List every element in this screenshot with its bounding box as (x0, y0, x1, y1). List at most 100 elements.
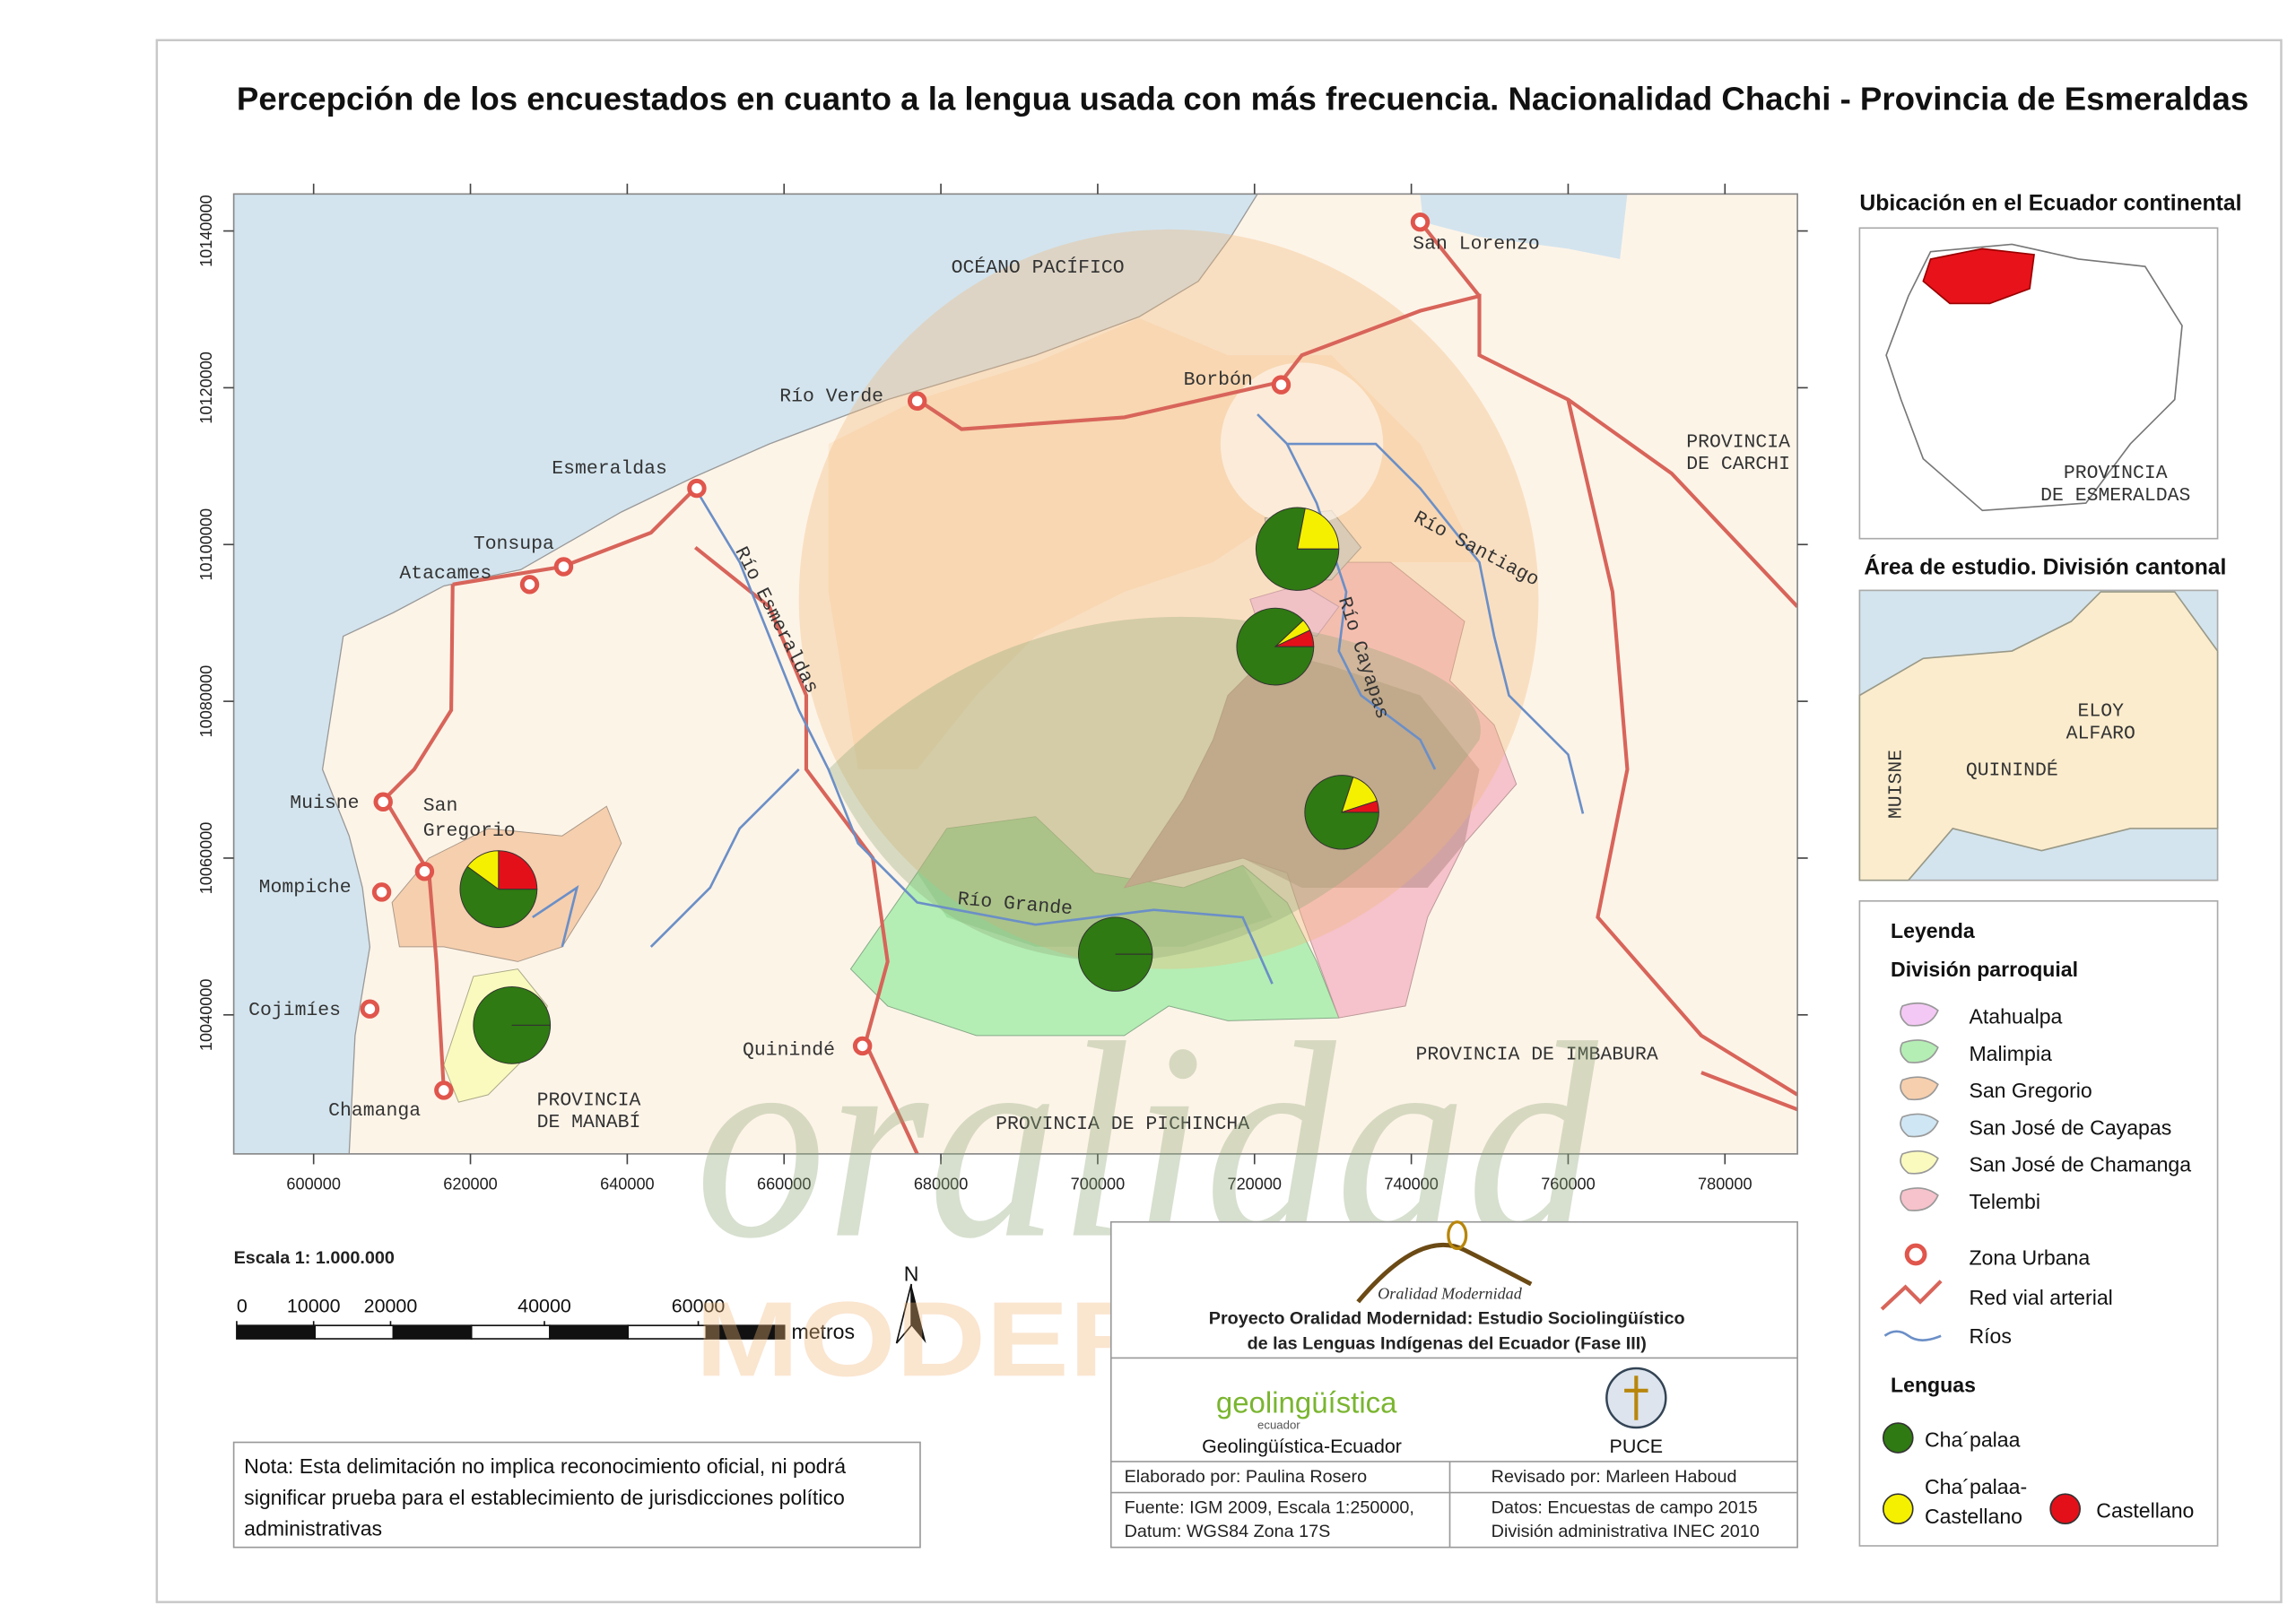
region-label: PROVINCIA DE PICHINCHA (996, 1114, 1249, 1135)
note-text: Nota: Esta delimitación no implica recon… (244, 1454, 846, 1478)
scale-unit: metros (791, 1320, 855, 1343)
map-shape (1257, 413, 1585, 814)
legend-label: Atahualpa (1969, 1005, 2062, 1028)
group (459, 850, 538, 928)
map-shape (1858, 591, 2219, 881)
map-shape (1257, 194, 1628, 259)
parish-label: Gregorio (423, 820, 516, 842)
group (1077, 916, 1153, 992)
group: Cha´palaa Cha´palaa- Castellano Castellano (1882, 1422, 2194, 1528)
legend-label: Cha´palaa (1925, 1428, 2021, 1451)
map-shape (1566, 399, 1798, 1097)
legend-swatch (1900, 1039, 1939, 1063)
y-tick-label: 10140000 (197, 195, 215, 267)
region-label: PROVINCIA (537, 1089, 641, 1111)
y-tick-label: 10080000 (197, 665, 215, 738)
map-shape (373, 792, 393, 812)
credit-text: Revisado por: Marleen Haboud (1492, 1467, 1737, 1487)
legend-label: Castellano (1925, 1505, 2022, 1528)
group (1236, 607, 1315, 686)
place-label: Río Verde (779, 386, 883, 407)
inset-label: MUISNE (1886, 750, 1908, 819)
geo-logo: geolingüística (1216, 1386, 1397, 1419)
legend-label: San José de Cayapas (1969, 1115, 2171, 1139)
map-shape (1858, 899, 2219, 1547)
legend-swatch (1882, 1422, 1914, 1454)
map-shape (1410, 212, 1431, 232)
region-label: DE CARCHI (1686, 454, 1790, 475)
main-map: San Lorenzo Borbón Río Verde Esmeraldas … (233, 194, 1798, 1154)
legend-title: Leyenda (1891, 919, 1975, 942)
place-label: San Lorenzo (1413, 233, 1540, 255)
map-shape (232, 1441, 921, 1549)
credit-text: Elaborado por: Paulina Rosero (1125, 1467, 1368, 1487)
map-shape (1271, 375, 1292, 395)
legend-label: Malimpia (1969, 1042, 2052, 1065)
note-text: administrativas (244, 1516, 382, 1540)
region-label: OCÉANO PACÍFICO (952, 256, 1125, 279)
group: 0 10000 20000 40000 60000 (236, 1295, 786, 1340)
pie-slice (459, 865, 538, 928)
x-tick-label: 700000 (1071, 1175, 1125, 1193)
scale-segment (236, 1324, 317, 1340)
parish-label: San (423, 795, 458, 817)
note-text: significar prueba para el establecimient… (244, 1486, 845, 1509)
pie-slice (1341, 800, 1379, 813)
legend-swatch (1900, 1113, 1939, 1138)
map-shape (360, 999, 380, 1019)
scale-label: 10000 (287, 1295, 341, 1316)
scale-label: 40000 (517, 1295, 571, 1316)
place-label: Quinindé (743, 1039, 835, 1061)
x-tick-label: 740000 (1384, 1175, 1438, 1193)
pie-slice (1296, 508, 1340, 550)
y-tick-label: 10100000 (197, 508, 215, 581)
map-shape (1624, 1376, 1648, 1420)
inset-label: PROVINCIA (2064, 463, 2168, 484)
map-shape (649, 768, 800, 948)
legend-swatch (1900, 1002, 1939, 1027)
inset-label: QUININDÉ (1966, 759, 2058, 782)
x-tick-label: 600000 (286, 1175, 340, 1193)
group: Nota: Esta delimitación no implica recon… (244, 1454, 846, 1540)
inset-label: DE ESMERALDAS (2040, 485, 2190, 507)
north-arrow: N (904, 1263, 919, 1286)
place-label: Mompiche (259, 877, 352, 898)
legend-label: San José de Chamanga (1969, 1153, 2191, 1176)
group (360, 212, 1431, 1100)
legend-label: Zona Urbana (1969, 1246, 2090, 1270)
place-label: Cojimíes (248, 1000, 341, 1021)
legend-swatch (2049, 1493, 2081, 1525)
scale-label: 20000 (364, 1295, 418, 1316)
group (473, 986, 552, 1064)
place-label: Esmeraldas (552, 458, 667, 480)
legend-label: Telembi (1969, 1190, 2040, 1213)
map-shape (1922, 247, 2035, 305)
geo-logo-sub: ecuador (1257, 1419, 1300, 1432)
map-shape (911, 1284, 926, 1343)
legend-heading: Lenguas (1891, 1373, 1976, 1396)
y-tick-label: 10040000 (197, 978, 215, 1051)
place-label: Tonsupa (474, 534, 554, 555)
place-label: Muisne (290, 793, 359, 814)
map-shape (155, 39, 2283, 1603)
place-label: Atacames (399, 563, 491, 585)
geo-text: Geolingüística-Ecuador (1202, 1436, 1402, 1457)
x-tick-label: 720000 (1228, 1175, 1282, 1193)
legend-label: Ríos (1969, 1324, 2011, 1348)
map-shape (414, 862, 435, 881)
map-shape (232, 193, 1798, 1155)
x-tick-label: 780000 (1698, 1175, 1752, 1193)
y-tick-label: 10060000 (197, 822, 215, 895)
region-label: DE MANABÍ (537, 1110, 641, 1133)
inset-label: ELOY (2078, 701, 2125, 723)
scale-segment (705, 1324, 786, 1340)
legend-swatch (1900, 1187, 1939, 1211)
x-tick-label: 660000 (757, 1175, 811, 1193)
map-shape (1700, 1071, 1798, 1112)
group: 600000 620000 640000 660000 680000 700000 7200… (197, 183, 1808, 1193)
scale-text: Escala 1: 1.000.000 (234, 1248, 395, 1268)
map-shape (828, 616, 1481, 962)
map-shape (1447, 1220, 1468, 1251)
inset-title: Área de estudio. División cantonal (1864, 554, 2226, 579)
map-shape (371, 882, 392, 902)
